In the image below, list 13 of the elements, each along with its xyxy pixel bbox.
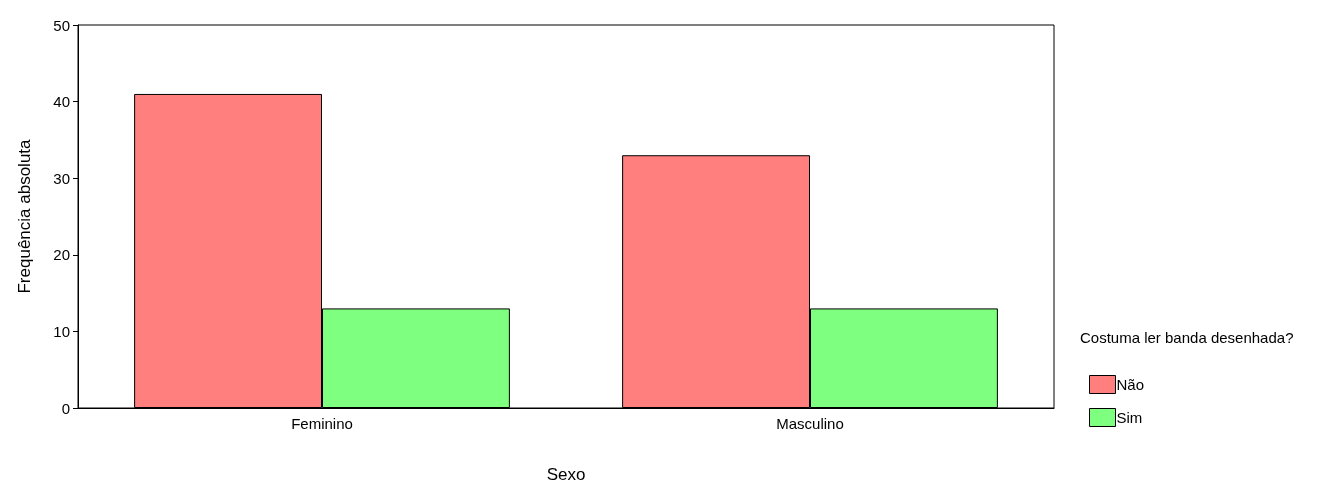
y-tick-label: 10 <box>53 322 70 340</box>
x-tick-label: Masculino <box>776 415 844 432</box>
legend-label: Não <box>1116 376 1145 393</box>
y-tick-label: 40 <box>53 93 70 111</box>
x-tick-label: Feminino <box>291 415 353 432</box>
y-tick-label: 50 <box>53 16 70 34</box>
x-axis-title: Sexo <box>546 465 586 484</box>
y-tick-label: 30 <box>53 169 70 187</box>
y-tick-label: 20 <box>53 246 70 264</box>
legend-title: Costuma ler banda desenhada? <box>1080 329 1294 346</box>
legend-label: Sim <box>1116 409 1143 426</box>
y-tick-label: 0 <box>61 399 70 417</box>
y-axis-title: Frequência absoluta <box>15 138 34 294</box>
